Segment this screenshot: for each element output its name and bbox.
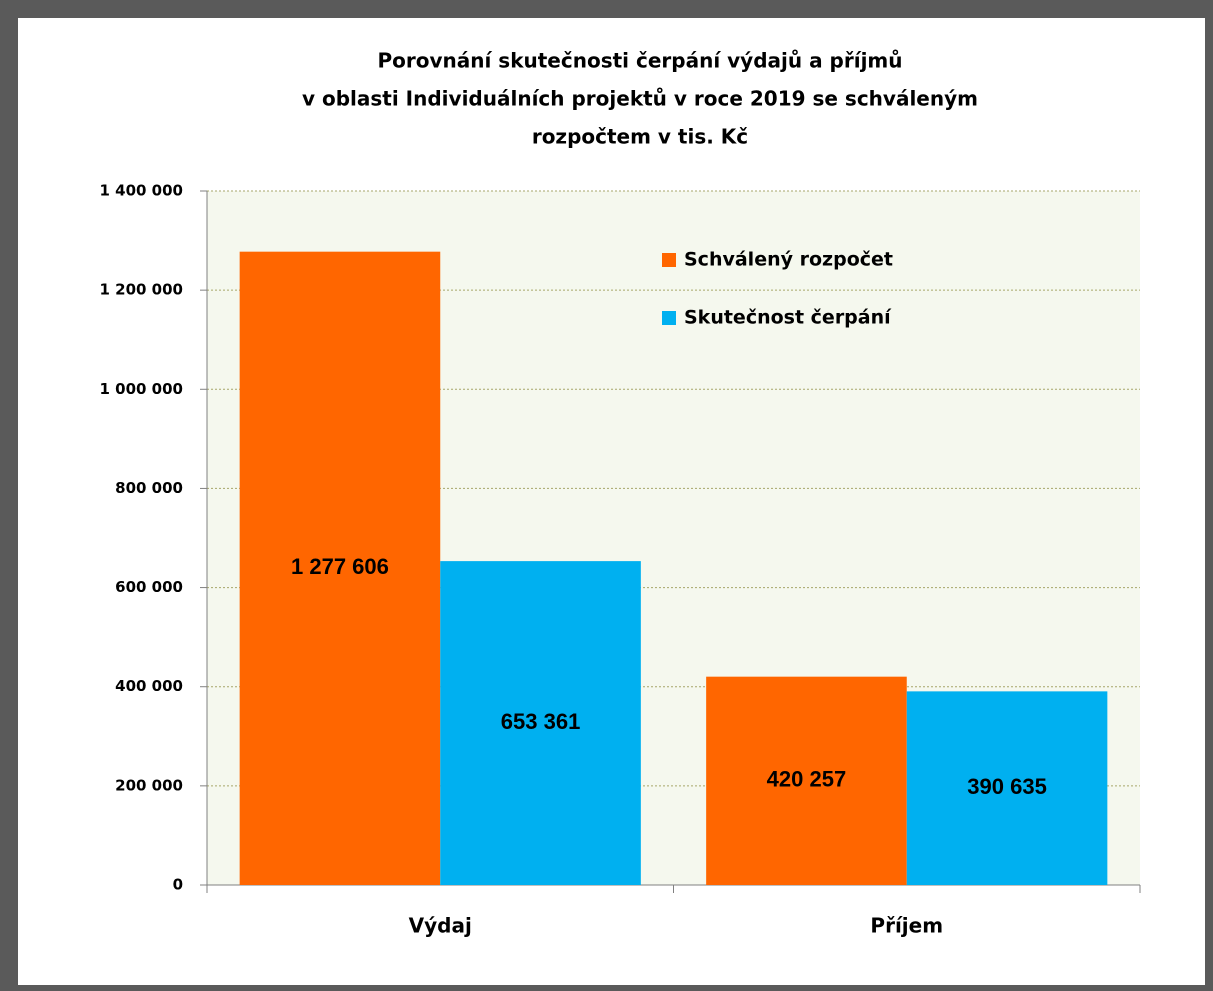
legend-swatch — [662, 253, 676, 267]
chart-title: v oblasti Individuálních projektů v roce… — [302, 87, 978, 111]
value-label: 1 277 606 — [291, 554, 389, 579]
y-tick-label: 600 000 — [115, 578, 183, 596]
y-tick-label: 200 000 — [115, 776, 183, 794]
y-tick-label: 1 200 000 — [99, 281, 183, 299]
y-tick-label: 800 000 — [115, 479, 183, 497]
legend-swatch — [662, 311, 676, 325]
x-tick-label: Příjem — [870, 914, 943, 938]
bar — [440, 561, 641, 885]
y-tick-label: 1 400 000 — [99, 182, 183, 200]
y-tick-label: 400 000 — [115, 677, 183, 695]
chart-title: rozpočtem v tis. Kč — [532, 125, 748, 149]
y-tick-label: 0 — [173, 876, 183, 894]
value-label: 653 361 — [501, 709, 581, 734]
value-label: 390 635 — [967, 774, 1047, 799]
legend-label: Skutečnost čerpání — [684, 307, 892, 329]
bar — [239, 251, 441, 885]
bar — [706, 676, 907, 885]
y-tick-label: 1 000 000 — [99, 380, 183, 398]
chart-title: Porovnání skutečnosti čerpání výdajů a p… — [377, 49, 902, 73]
x-tick-label: Výdaj — [409, 914, 472, 938]
legend-label: Schválený rozpočet — [684, 249, 893, 271]
value-label: 420 257 — [767, 767, 847, 792]
bar — [906, 691, 1108, 885]
